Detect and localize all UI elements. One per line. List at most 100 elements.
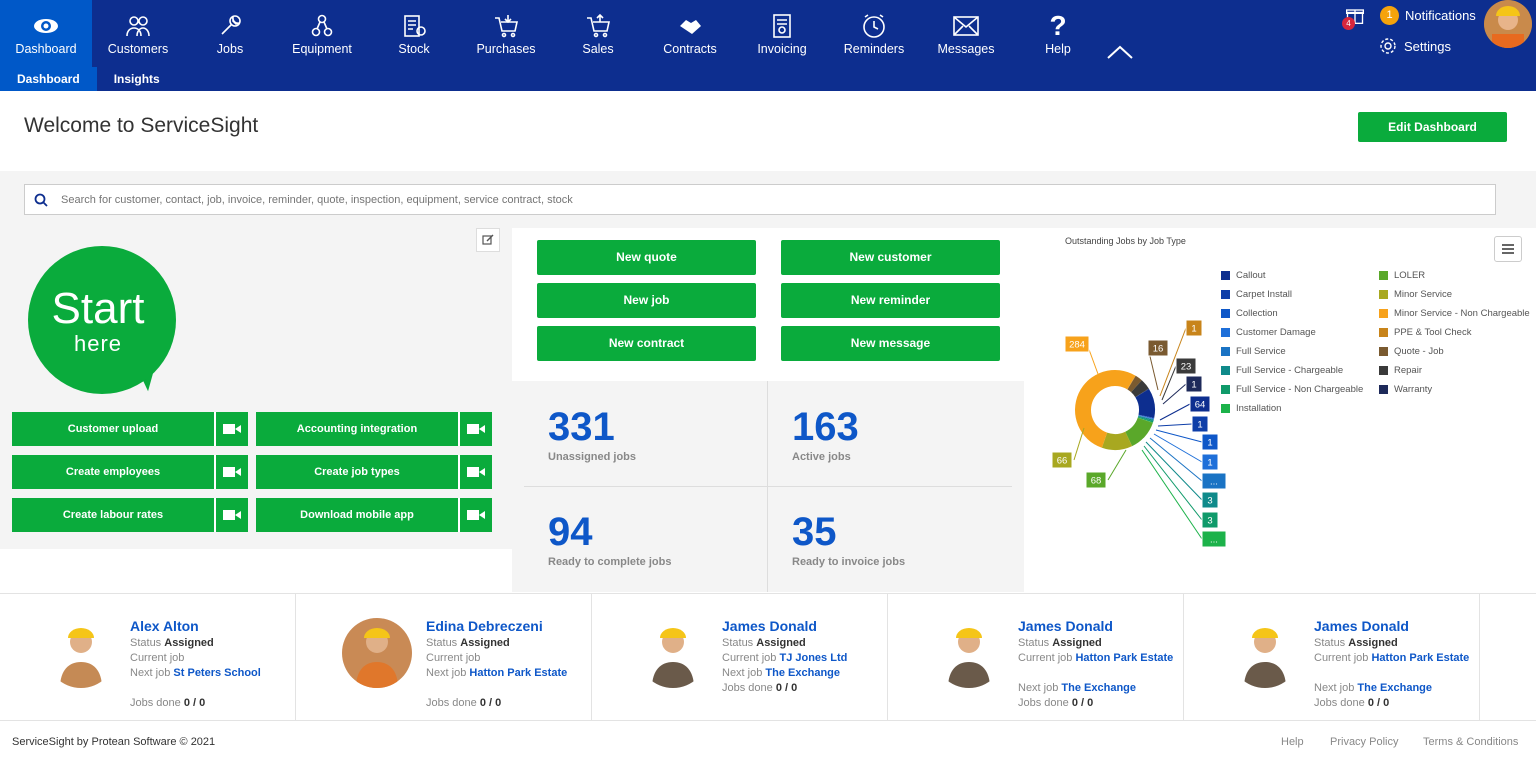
donut-slice[interactable] [1138, 415, 1155, 420]
donut-slice[interactable] [1125, 417, 1153, 447]
video-icon[interactable] [216, 455, 248, 489]
engineer-card[interactable]: James Donald Status Assigned Current job T… [592, 594, 888, 720]
video-icon[interactable] [216, 412, 248, 446]
engineer-name[interactable]: James Donald [1314, 618, 1409, 634]
donut-slice[interactable] [1138, 414, 1155, 419]
legend-item[interactable]: Minor Service [1379, 289, 1452, 300]
new-contract-button[interactable]: New contract [537, 326, 756, 361]
donut-slice[interactable] [1137, 416, 1154, 423]
create-labour-rates-button[interactable]: Create labour rates [12, 498, 248, 532]
engineer-detail: Next job The Exchange [1314, 681, 1474, 696]
donut-slice[interactable] [1138, 415, 1155, 419]
nav-messages[interactable]: Messages [920, 0, 1012, 67]
detail-value[interactable]: The Exchange [1061, 682, 1136, 694]
search-input[interactable] [61, 193, 1461, 206]
create-job-types-button[interactable]: Create job types [256, 455, 492, 489]
nav-help[interactable]: ? Help [1012, 0, 1104, 67]
new-job-button[interactable]: New job [537, 283, 756, 318]
legend-item[interactable]: Customer Damage [1221, 327, 1316, 338]
donut-slice[interactable] [1137, 417, 1154, 423]
stat-ready-to-invoice[interactable]: 35 Ready to invoice jobs [756, 486, 1000, 591]
engineer-name[interactable]: James Donald [1018, 618, 1113, 634]
footer-terms-link[interactable]: Terms & Conditions [1423, 736, 1519, 748]
video-icon[interactable] [460, 455, 492, 489]
donut-slice[interactable] [1101, 431, 1133, 450]
collapse-nav-button[interactable] [1104, 40, 1136, 64]
new-customer-button[interactable]: New customer [781, 240, 1000, 275]
donut-slice[interactable] [1075, 370, 1136, 448]
legend-item[interactable]: Installation [1221, 403, 1281, 414]
legend-item[interactable]: Repair [1379, 365, 1422, 376]
nav-stock[interactable]: Stock [368, 0, 460, 67]
legend-item[interactable]: Carpet Install [1221, 289, 1292, 300]
donut-slice[interactable] [1138, 415, 1154, 420]
data-label-connector [1145, 441, 1203, 501]
legend-item[interactable]: Quote - Job [1379, 346, 1444, 357]
footer-privacy-link[interactable]: Privacy Policy [1330, 736, 1399, 748]
subtab-insights[interactable]: Insights [113, 72, 160, 86]
nav-dashboard[interactable]: Dashboard [0, 0, 92, 67]
edit-widget-button[interactable] [476, 228, 500, 252]
accounting-integration-button[interactable]: Accounting integration [256, 412, 492, 446]
detail-value[interactable]: Hatton Park Estate [1371, 652, 1470, 664]
donut-slice[interactable] [1138, 415, 1154, 422]
nav-sales[interactable]: Sales [552, 0, 644, 67]
detail-value[interactable]: Hatton Park Estate [469, 667, 568, 679]
video-icon[interactable] [216, 498, 248, 532]
gift-button[interactable]: 4 [1342, 5, 1369, 30]
new-reminder-button[interactable]: New reminder [781, 283, 1000, 318]
customer-upload-button[interactable]: Customer upload [12, 412, 248, 446]
legend-item[interactable]: Minor Service - Non Chargeable [1379, 308, 1530, 319]
engineer-card[interactable]: James Donald Status Assigned Current job H… [1184, 594, 1480, 720]
engineer-detail: Jobs done 0 / 0 [722, 681, 882, 696]
new-message-button[interactable]: New message [781, 326, 1000, 361]
nav-jobs[interactable]: Jobs [184, 0, 276, 67]
engineer-card[interactable]: Edina Debreczeni Status Assigned Current j… [296, 594, 592, 720]
legend-item[interactable]: LOLER [1379, 270, 1425, 281]
create-employees-button[interactable]: Create employees [12, 455, 248, 489]
video-icon[interactable] [460, 412, 492, 446]
settings-link[interactable]: Settings [1379, 37, 1451, 55]
legend-item[interactable]: Warranty [1379, 384, 1432, 395]
donut-slice[interactable] [1127, 375, 1142, 393]
stat-unassigned-jobs[interactable]: 331 Unassigned jobs [512, 381, 756, 486]
new-quote-button[interactable]: New quote [537, 240, 756, 275]
video-icon[interactable] [460, 498, 492, 532]
nav-customers[interactable]: Customers [92, 0, 184, 67]
detail-value[interactable]: Hatton Park Estate [1075, 652, 1174, 664]
legend-item[interactable]: PPE & Tool Check [1379, 327, 1471, 338]
chart-menu-button[interactable] [1494, 236, 1522, 262]
download-mobile-app-button[interactable]: Download mobile app [256, 498, 492, 532]
engineer-name[interactable]: Edina Debreczeni [426, 618, 543, 634]
donut-slice[interactable] [1135, 388, 1155, 418]
donut-slice[interactable] [1127, 375, 1136, 390]
engineer-card[interactable]: Alex Alton Status Assigned Current job Nex… [0, 594, 296, 720]
global-search[interactable] [24, 184, 1496, 215]
detail-value[interactable]: St Peters School [173, 667, 261, 679]
legend-item[interactable]: Full Service - Chargeable [1221, 365, 1343, 376]
detail-value[interactable]: The Exchange [1357, 682, 1432, 694]
edit-dashboard-button[interactable]: Edit Dashboard [1358, 112, 1507, 142]
engineer-card[interactable]: James Donald Status Assigned Current job H… [888, 594, 1184, 720]
nav-contracts[interactable]: Contracts [644, 0, 736, 67]
legend-item[interactable]: Full Service [1221, 346, 1286, 357]
legend-item[interactable]: Full Service - Non Chargeable [1221, 384, 1363, 395]
detail-value[interactable]: TJ Jones Ltd [779, 652, 848, 664]
subtab-dashboard[interactable]: Dashboard [0, 67, 97, 91]
stat-ready-to-complete[interactable]: 94 Ready to complete jobs [512, 486, 756, 591]
engineer-name[interactable]: Alex Alton [130, 618, 199, 634]
detail-value[interactable]: The Exchange [765, 667, 840, 679]
nav-equipment[interactable]: Equipment [276, 0, 368, 67]
nav-reminders[interactable]: Reminders [828, 0, 920, 67]
footer-help-link[interactable]: Help [1281, 736, 1304, 748]
user-avatar[interactable] [1484, 0, 1532, 48]
donut-slice[interactable] [1131, 380, 1149, 398]
legend-item[interactable]: Collection [1221, 308, 1278, 319]
engineer-name[interactable]: James Donald [722, 618, 817, 634]
legend-item[interactable]: Callout [1221, 270, 1266, 281]
donut-slice[interactable] [1135, 388, 1150, 398]
notifications-link[interactable]: 1 Notifications [1380, 6, 1476, 25]
nav-invoicing[interactable]: Invoicing [736, 0, 828, 67]
stat-active-jobs[interactable]: 163 Active jobs [756, 381, 1000, 486]
nav-purchases[interactable]: Purchases [460, 0, 552, 67]
